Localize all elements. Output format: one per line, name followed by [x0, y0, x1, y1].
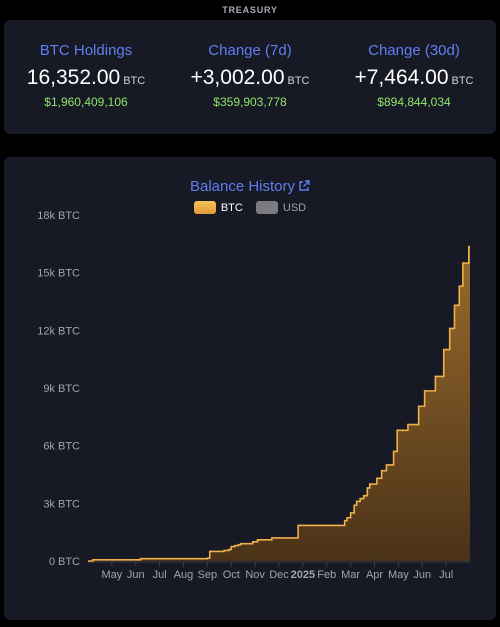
stat-unit: BTC: [123, 75, 146, 87]
chart-title[interactable]: Balance History: [4, 178, 496, 196]
balance-history-chart: 0 BTC 3k BTC 6k BTC 9k BTC 12k BTC 15k BTC 18k…: [37, 210, 470, 581]
x-tick-label: Mar: [341, 569, 360, 581]
chart-title-text[interactable]: Balance History: [189, 178, 296, 195]
y-tick-label: 15k BTC: [37, 268, 80, 280]
y-tick-label: 0 BTC: [49, 556, 80, 568]
stats-card: BTC Holdings 16,352.00 BTC $1,960,409,106…: [4, 20, 496, 134]
stat-number: +3,002.00: [190, 66, 285, 89]
x-tick-label: Jun: [127, 569, 145, 581]
stat-unit: BTC: [451, 75, 474, 87]
stat-usd: $894,844,034: [377, 95, 451, 109]
legend-label: USD: [282, 201, 307, 214]
x-tick-label: Jul: [153, 569, 167, 581]
chart-legend: BTC USD: [4, 201, 496, 217]
legend-item-btc[interactable]: BTC: [193, 201, 243, 214]
stat-number: +7,464.00: [354, 66, 449, 89]
treasury-label: TREASURY: [222, 5, 278, 15]
x-tick-label: Feb: [317, 569, 336, 581]
legend-swatch-btc: [193, 201, 216, 214]
stat-value: +7,464.00 BTC: [332, 66, 496, 90]
y-tick-label: 18k BTC: [37, 210, 80, 222]
stat-value: +3,002.00 BTC: [168, 66, 332, 90]
stat-number: 16,352.00: [26, 66, 121, 89]
stat-unit: BTC: [287, 75, 310, 87]
legend-item-usd[interactable]: USD: [255, 201, 307, 214]
stat-label: Change (7d): [208, 42, 292, 59]
y-tick-label: 6k BTC: [43, 441, 80, 453]
x-tick-label: Jul: [439, 569, 453, 581]
balance-history-card: 0 BTC 3k BTC 6k BTC 9k BTC 12k BTC 15k BTC 18k…: [4, 157, 496, 620]
y-tick-label: 9k BTC: [43, 383, 80, 395]
stat-label: Change (30d): [368, 42, 460, 59]
btc-area-fill: [88, 246, 470, 561]
x-tick-label: May: [388, 569, 409, 581]
x-tick-label: 2025: [291, 569, 315, 581]
stat-label: BTC Holdings: [39, 42, 133, 59]
x-tick-label: Sep: [198, 569, 218, 581]
stat-usd: $359,903,778: [213, 95, 287, 109]
x-tick-label: Apr: [366, 569, 383, 581]
legend-label: BTC: [220, 201, 243, 214]
x-tick-label: Oct: [223, 569, 240, 581]
x-tick-label: Dec: [269, 569, 289, 581]
stat-value: 16,352.00 BTC: [4, 66, 168, 90]
external-link-icon[interactable]: [298, 180, 310, 192]
btc-series-line[interactable]: [88, 245, 470, 562]
x-tick-label: Jun: [413, 569, 431, 581]
legend-swatch-usd: [255, 201, 278, 214]
x-tick-label: Aug: [174, 569, 194, 581]
stat-usd: $1,960,409,106: [44, 95, 128, 109]
x-tick-label: May: [101, 569, 122, 581]
y-tick-label: 12k BTC: [37, 325, 80, 337]
y-tick-label: 3k BTC: [43, 498, 80, 510]
x-tick-label: Nov: [245, 569, 265, 581]
